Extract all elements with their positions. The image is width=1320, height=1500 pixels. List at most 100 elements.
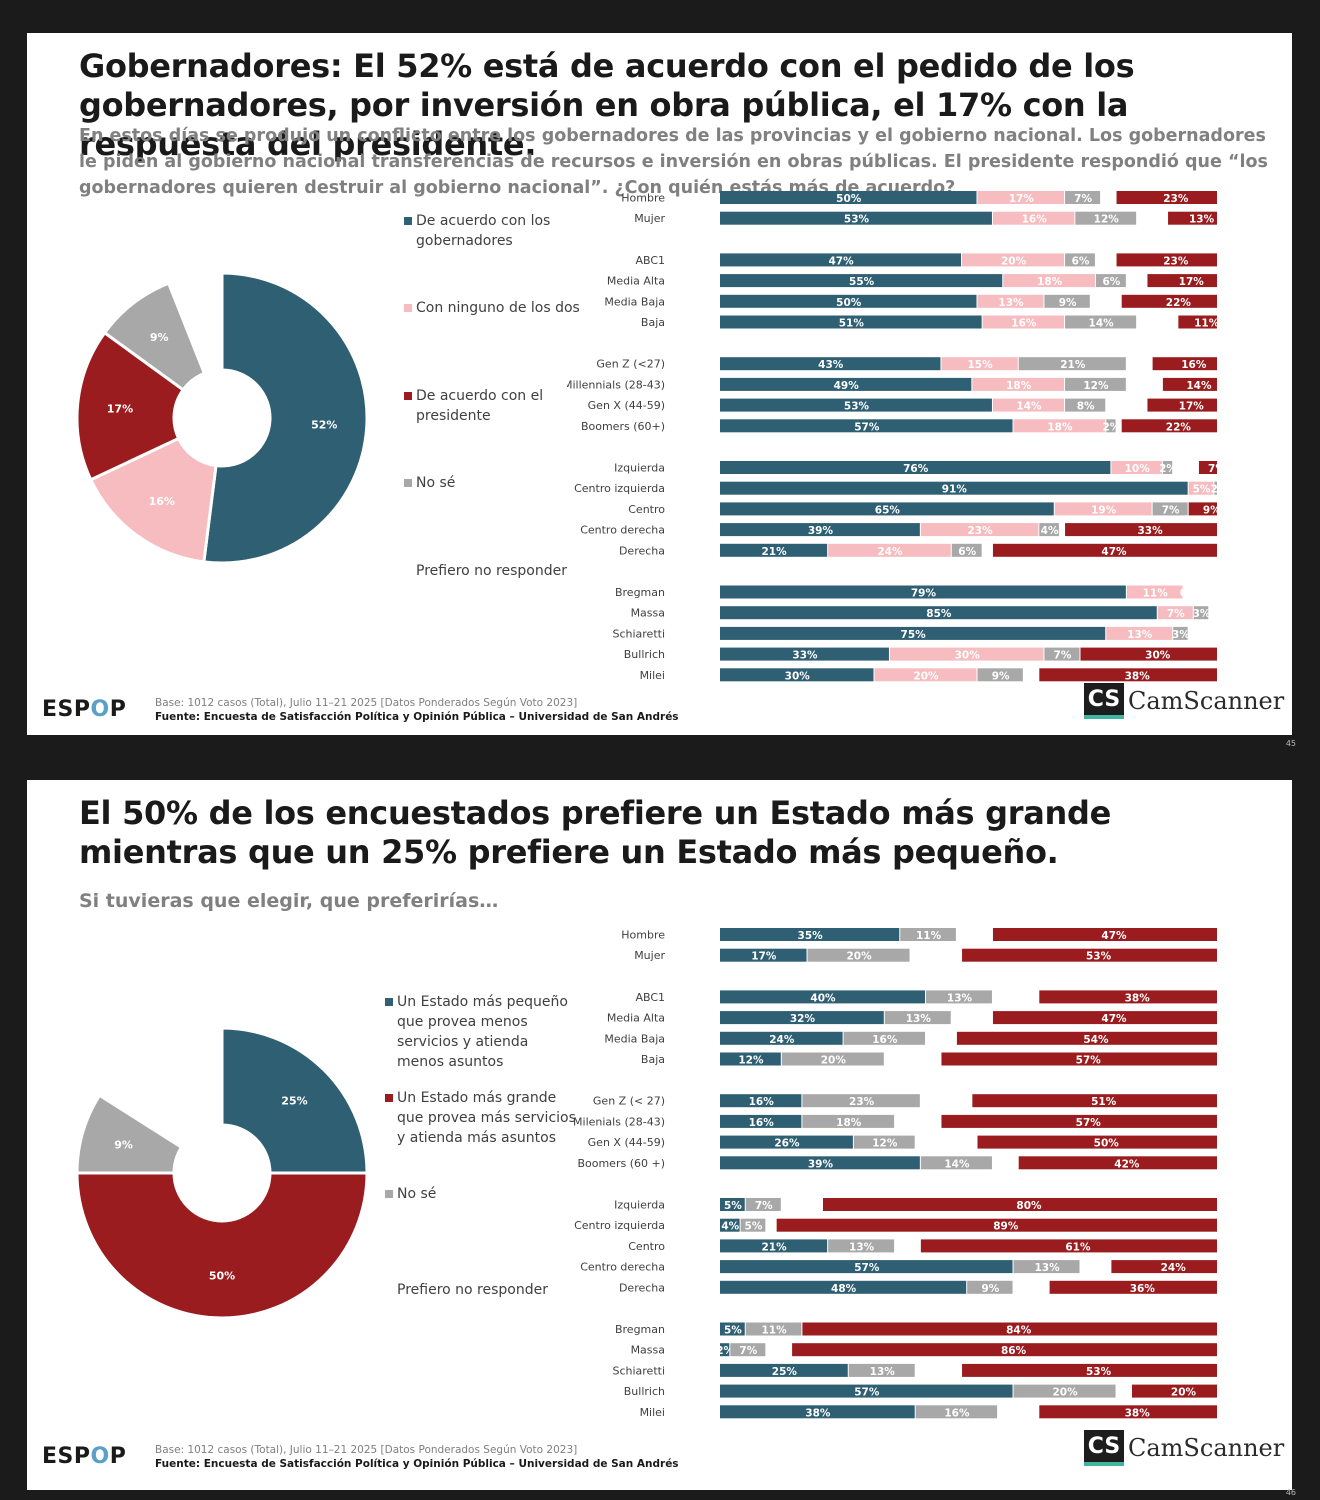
bar-value-label: 16% — [749, 1096, 775, 1108]
bar-value-label: 13% — [1189, 214, 1215, 226]
bar-segment — [1147, 274, 1217, 288]
bar-value-label: 16% — [1011, 318, 1037, 330]
bar-value-label: 7% — [1054, 650, 1072, 662]
bar-value-label: 12% — [872, 1138, 898, 1150]
slide-46: El 50% de los encuestados prefiere un Es… — [27, 780, 1292, 1490]
legend: De acuerdo con los gobernadores Con ning… — [404, 211, 614, 611]
bar-segment — [992, 211, 1075, 225]
bar-value-label: 14% — [1016, 401, 1042, 413]
donut-slice — [75, 1171, 369, 1320]
bar-value-label: 16% — [1022, 214, 1048, 226]
camscanner-icon: CS — [1084, 1430, 1124, 1466]
bar-segment — [1039, 990, 1217, 1004]
bar-segment — [828, 543, 951, 557]
bar-value-label: 23% — [1163, 193, 1189, 205]
bar-segment — [720, 928, 900, 941]
bar-value-label: 24% — [877, 546, 903, 558]
bar-value-label: 47% — [1101, 546, 1127, 558]
bar-value-label: 4% — [1041, 525, 1059, 537]
bar-segment — [1044, 294, 1090, 308]
bar-segment — [1003, 274, 1095, 288]
bar-value-label: 23% — [849, 1096, 875, 1108]
bar-segment — [720, 523, 920, 537]
bar-segment — [962, 253, 1065, 267]
row-label: Centro izquierda — [574, 482, 665, 495]
bar-segment — [720, 1280, 967, 1294]
bar-segment — [720, 1198, 745, 1211]
bar-segment — [720, 1031, 843, 1045]
bar-segment — [1039, 1405, 1217, 1419]
bar-segment — [720, 481, 1188, 495]
bar-segment — [720, 253, 962, 267]
bar-segment — [1116, 191, 1217, 204]
bar-value-label: 2% — [1159, 463, 1177, 475]
bar-segment — [720, 1052, 781, 1066]
bar-segment — [1018, 1156, 1217, 1170]
donut-slice-label: 16% — [149, 495, 175, 508]
bar-value-label: 26% — [774, 1138, 800, 1150]
donut-slice-label: 50% — [209, 1270, 235, 1283]
bar-segment — [1054, 502, 1152, 516]
bar-value-label: 13% — [998, 297, 1024, 309]
bar-value-label: 30% — [955, 650, 981, 662]
bar-segment — [802, 1322, 1217, 1336]
bar-value-label: 9% — [992, 670, 1010, 682]
bar-value-label: 38% — [1125, 992, 1151, 1004]
bar-value-label: 47% — [1101, 930, 1127, 942]
bar-value-label: 57% — [1076, 1055, 1102, 1067]
bar-value-label: 5% — [1193, 484, 1211, 496]
bar-value-label: 86% — [1001, 1345, 1027, 1357]
stacked-bar-chart: Hombre 35% 11% 47% Mujer 17% 20% 53% ABC1 40% 13% 3… — [573, 928, 1217, 1419]
bar-value-label: 21% — [762, 1241, 788, 1253]
bar-value-label: 20% — [913, 670, 939, 682]
row-label: Schiaretti — [612, 627, 665, 640]
bar-value-label: 24% — [769, 1034, 795, 1046]
bar-value-label: 39% — [808, 1158, 834, 1170]
bar-segment — [720, 211, 992, 225]
bar-value-label: 2% — [1211, 484, 1217, 496]
bar-value-label: 57% — [854, 1262, 880, 1274]
row-label: Bregman — [615, 1323, 665, 1336]
footer-base: Base: 1012 casos (Total), Julio 11–21 20… — [155, 1444, 578, 1456]
bar-value-label: 53% — [1086, 1366, 1112, 1378]
bar-segment — [720, 274, 1003, 288]
bar-value-label: 8% — [1077, 401, 1095, 413]
bar-value-label: 16% — [1181, 359, 1207, 371]
bar-segment — [740, 1218, 766, 1232]
bar-value-label: 30% — [1145, 650, 1171, 662]
bar-value-label: 12% — [738, 1055, 764, 1067]
bar-segment — [1044, 647, 1080, 661]
row-label: ABC1 — [635, 991, 665, 1004]
bar-segment — [1013, 1260, 1080, 1274]
bar-value-label: 20% — [846, 951, 872, 963]
bar-segment — [1013, 1384, 1116, 1398]
bar-value-label: 9% — [1203, 504, 1217, 516]
bar-segment — [972, 1094, 1217, 1108]
bar-segment — [1121, 294, 1217, 308]
bar-value-label: 42% — [1114, 1158, 1140, 1170]
bar-value-label: 30% — [785, 670, 811, 682]
bar-segment — [720, 1363, 848, 1377]
bar-segment — [951, 543, 982, 557]
bar-value-label: 16% — [872, 1034, 898, 1046]
bar-segment — [1049, 1280, 1217, 1294]
bar-value-label: 0 — [1180, 588, 1187, 600]
legend-label: Con ninguno de los dos — [416, 300, 580, 316]
bar-segment — [853, 1135, 915, 1149]
stacked-bar-chart: Hombre 50% 17% 7% 23% Mujer 53% 16% 12% 13% ABC1 47… — [567, 191, 1217, 682]
bar-segment — [720, 990, 925, 1004]
footer-source: Fuente: Encuesta de Satisfacción Polític… — [155, 1458, 679, 1470]
row-label: Izquierda — [614, 1199, 665, 1212]
row-label: Boomers (60 +) — [577, 1157, 665, 1170]
row-label: Milei — [640, 669, 665, 682]
legend-label: No sé — [416, 475, 456, 491]
legend-swatch — [385, 1190, 393, 1198]
bar-value-label: 47% — [828, 255, 854, 267]
bar-value-label: 5% — [724, 1325, 742, 1337]
bar-segment — [1080, 647, 1217, 661]
bar-segment — [720, 1384, 1013, 1398]
page-number: 46 — [1285, 1488, 1296, 1497]
bar-value-label: 50% — [1094, 1138, 1120, 1150]
legend-swatch — [404, 304, 412, 312]
bar-value-label: 65% — [875, 504, 901, 516]
